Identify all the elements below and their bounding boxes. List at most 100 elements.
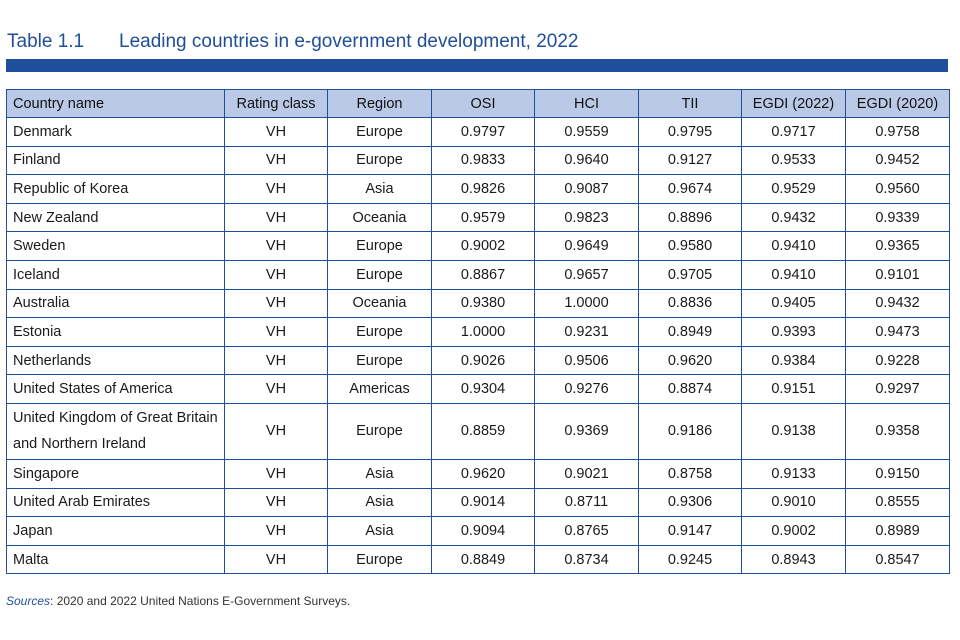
table-cell: 0.9620 <box>431 458 535 489</box>
table-cell: 0.9640 <box>534 145 639 176</box>
table-cell: 0.9649 <box>534 231 639 261</box>
table-cell: 0.9014 <box>431 487 535 518</box>
table-cell: VH <box>224 317 328 347</box>
table-cell: VH <box>224 259 328 290</box>
table-cell: 0.9010 <box>741 487 846 518</box>
country-name-cell: Estonia <box>6 317 225 347</box>
table-cell: VH <box>224 458 328 489</box>
table-cell: 0.8849 <box>431 544 535 575</box>
column-header: Rating class <box>224 89 328 118</box>
table-cell: VH <box>224 544 328 575</box>
table-cell: 0.9833 <box>431 145 535 176</box>
table-cell: 0.9384 <box>741 345 846 376</box>
table-cell: 0.8859 <box>431 402 535 460</box>
table-cell: VH <box>224 231 328 261</box>
country-name-cell: United Arab Emirates <box>6 487 225 518</box>
table-cell: Oceania <box>327 288 432 319</box>
table-cell: 0.9002 <box>431 231 535 261</box>
country-name-cell: Republic of Korea <box>6 174 225 204</box>
table-cell: VH <box>224 202 328 233</box>
table-cell: 0.9826 <box>431 174 535 204</box>
table-cell: Europe <box>327 345 432 376</box>
table-cell: VH <box>224 516 328 546</box>
table-cell: 0.9380 <box>431 288 535 319</box>
table-row: Estonia VH Europe 1.0000 0.9231 0.8949 0.9393 0… <box>6 317 950 347</box>
table-cell: 0.9657 <box>534 259 639 290</box>
table-row: Japan VH Asia 0.9094 0.8765 0.9147 0.9002 0.898… <box>6 516 950 546</box>
table-cell: 0.9150 <box>845 458 950 489</box>
table-cell: Europe <box>327 544 432 575</box>
leading-countries-table: Country name Rating class Region OSI HCI… <box>6 89 950 575</box>
country-name-cell: United States of America <box>6 374 225 404</box>
table-cell: Asia <box>327 487 432 518</box>
table-cell: 0.8765 <box>534 516 639 546</box>
country-name-cell: Sweden <box>6 231 225 261</box>
source-note: Sources: 2020 and 2022 United Nations E-… <box>6 594 350 608</box>
table-cell: 0.9297 <box>845 374 950 404</box>
table-cell: 0.8949 <box>638 317 742 347</box>
table-cell: Oceania <box>327 202 432 233</box>
country-name-cell: Denmark <box>6 117 225 147</box>
table-cell: 0.9717 <box>741 117 846 147</box>
table-row: Netherlands VH Europe 0.9026 0.9506 0.9620 0.9… <box>6 345 950 376</box>
country-name-cell: Finland <box>6 145 225 176</box>
table-cell: 0.9410 <box>741 259 846 290</box>
table-cell: 0.8555 <box>845 487 950 518</box>
table-cell: 0.9002 <box>741 516 846 546</box>
table-cell: 0.9405 <box>741 288 846 319</box>
table-cell: 0.9151 <box>741 374 846 404</box>
column-header: OSI <box>431 89 535 118</box>
column-header: Region <box>327 89 432 118</box>
table-cell: 0.9529 <box>741 174 846 204</box>
country-name-cell: Malta <box>6 544 225 575</box>
table-cell: VH <box>224 345 328 376</box>
table-row: Iceland VH Europe 0.8867 0.9657 0.9705 0.9410 0… <box>6 259 950 290</box>
table-cell: VH <box>224 374 328 404</box>
table-cell: 0.9245 <box>638 544 742 575</box>
table-row: Sweden VH Europe 0.9002 0.9649 0.9580 0.9410 0.… <box>6 231 950 261</box>
table-cell: 0.9674 <box>638 174 742 204</box>
table-cell: 0.8896 <box>638 202 742 233</box>
table-cell: 0.8836 <box>638 288 742 319</box>
table-cell: Europe <box>327 231 432 261</box>
table-row: Denmark VH Europe 0.9797 0.9559 0.9795 0.9717 0… <box>6 117 950 147</box>
table-cell: 0.9026 <box>431 345 535 376</box>
table-cell: 0.9473 <box>845 317 950 347</box>
table-cell: 0.9231 <box>534 317 639 347</box>
table-cell: 0.9358 <box>845 402 950 460</box>
table-cell: 0.9127 <box>638 145 742 176</box>
table-cell: 0.9758 <box>845 117 950 147</box>
table-cell: 0.9087 <box>534 174 639 204</box>
table-cell: 0.9432 <box>741 202 846 233</box>
table-cell: 0.8874 <box>638 374 742 404</box>
column-header: TII <box>638 89 742 118</box>
table-row: United Arab Emirates VH Asia 0.9014 0.8711 0.… <box>6 487 950 518</box>
table-cell: 1.0000 <box>431 317 535 347</box>
table-cell: Europe <box>327 145 432 176</box>
table-cell: VH <box>224 288 328 319</box>
table-cell: 0.8758 <box>638 458 742 489</box>
table-row: United Kingdom of Great Britain and Nort… <box>6 402 950 460</box>
table-cell: Europe <box>327 117 432 147</box>
table-cell: 0.9506 <box>534 345 639 376</box>
table-cell: 0.9304 <box>431 374 535 404</box>
table-cell: 0.9580 <box>638 231 742 261</box>
source-label: Sources <box>6 594 51 608</box>
table-cell: 0.8943 <box>741 544 846 575</box>
table-cell: 0.9276 <box>534 374 639 404</box>
table-cell: Asia <box>327 458 432 489</box>
table-cell: 0.9133 <box>741 458 846 489</box>
table-cell: 0.8989 <box>845 516 950 546</box>
country-name-cell: Japan <box>6 516 225 546</box>
table-cell: VH <box>224 487 328 518</box>
table-cell: VH <box>224 174 328 204</box>
table-cell: 0.9138 <box>741 402 846 460</box>
table-cell: 0.9795 <box>638 117 742 147</box>
table-cell: 0.9823 <box>534 202 639 233</box>
table-row: United States of America VH Americas 0.9304… <box>6 374 950 404</box>
table-cell: 0.9559 <box>534 117 639 147</box>
table-body: Denmark VH Europe 0.9797 0.9559 0.9795 0.9717 0… <box>6 117 950 575</box>
table-cell: 0.9147 <box>638 516 742 546</box>
table-row: New Zealand VH Oceania 0.9579 0.9823 0.8896 0.… <box>6 202 950 233</box>
table-cell: VH <box>224 402 328 460</box>
